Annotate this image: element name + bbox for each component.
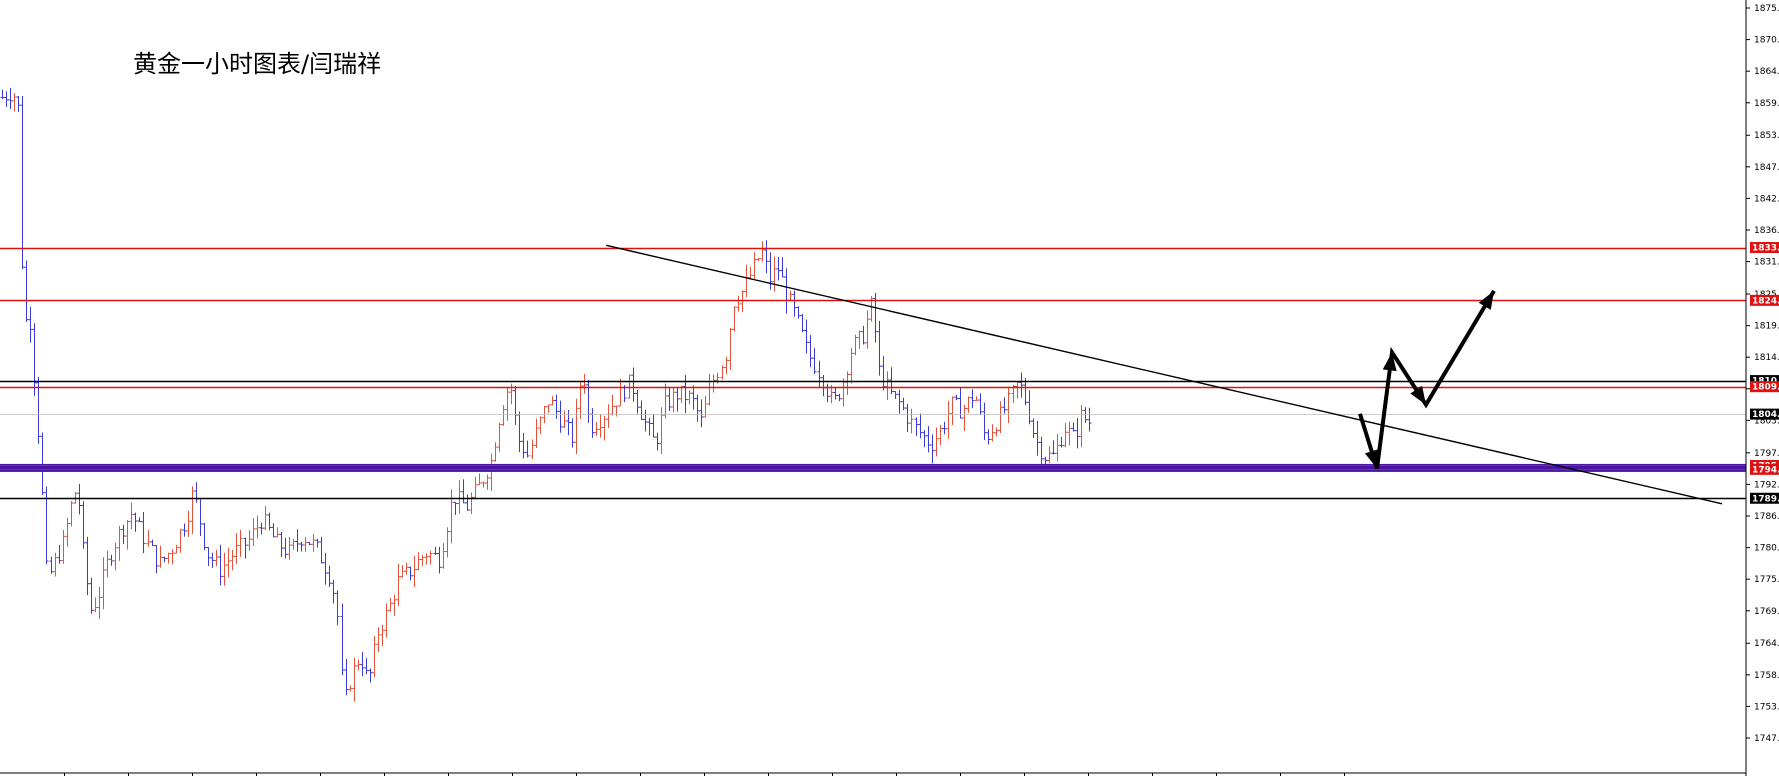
price-tick-label: 1758.55 (1754, 671, 1779, 681)
price-tick-label: 1819.90 (1754, 322, 1779, 332)
price-tick-label: 1792.00 (1754, 480, 1779, 490)
price-tick-label: 1814.35 (1754, 353, 1779, 363)
price-tick-label: 1797.55 (1754, 449, 1779, 459)
price-tick-label: 1769.80 (1754, 607, 1779, 617)
projection-arrow-icon (1410, 385, 1426, 405)
price-tick-label: 1870.15 (1754, 36, 1779, 46)
price-tick-label: 1780.90 (1754, 544, 1779, 554)
price-tag-bg (1750, 242, 1779, 254)
price-tag-bg (1750, 375, 1779, 387)
price-tick-label: 1836.70 (1754, 226, 1779, 236)
projection-arrow-icon (1478, 290, 1494, 310)
price-tag-label: 1824.34 (1752, 296, 1779, 306)
price-tick-label: 1747.45 (1754, 734, 1779, 744)
drawings (606, 244, 1723, 505)
price-tick-label: 1753.00 (1754, 702, 1779, 712)
price-axis-labels: 1875.70 1870.15 1864.60 1859.05 1853.35 1847.… (1746, 4, 1779, 744)
descending-trendline (606, 244, 1723, 505)
price-tick-label: 1775.35 (1754, 575, 1779, 585)
price-tag-label: 1804.35 (1752, 410, 1779, 420)
price-tick-label: 1842.25 (1754, 194, 1779, 204)
price-tick-label: 1786.45 (1754, 512, 1779, 522)
price-tick-label: 1803.25 (1754, 416, 1779, 426)
price-tick-label: 1864.60 (1754, 67, 1779, 77)
price-tick-label: 1859.05 (1754, 99, 1779, 109)
projection-arrow-icon (1364, 449, 1379, 469)
price-tag-bg (1750, 381, 1779, 393)
price-tag-bg (1750, 408, 1779, 420)
price-tag-bg (1750, 294, 1779, 306)
price-bars (0, 87, 1092, 702)
price-tag-label: 1833.62 (1752, 244, 1779, 254)
support-band (0, 463, 1746, 472)
level-lines (0, 247, 1746, 500)
price-tick-label: 1847.80 (1754, 163, 1779, 173)
price-tick-label: 1831.15 (1754, 258, 1779, 268)
chart-title: 黄金一小时图表/闫瑞祥 (133, 50, 381, 78)
price-tag-label: 1809.17 (1752, 383, 1779, 393)
price-tag-label: 1789.57 (1752, 494, 1779, 504)
price-tag-bg (1750, 492, 1779, 504)
price-tick-label: 1875.70 (1754, 4, 1779, 14)
price-tick-label: 1764.10 (1754, 639, 1779, 649)
price-tick-label: 1853.35 (1754, 131, 1779, 141)
price-tag-bg (1750, 463, 1779, 475)
price-tag-label: 1794.65 (1752, 465, 1779, 475)
price-tags: 1833.621824.341810.241809.171804.351795.… (1750, 242, 1779, 504)
projection-arrow-icon (1382, 352, 1397, 372)
